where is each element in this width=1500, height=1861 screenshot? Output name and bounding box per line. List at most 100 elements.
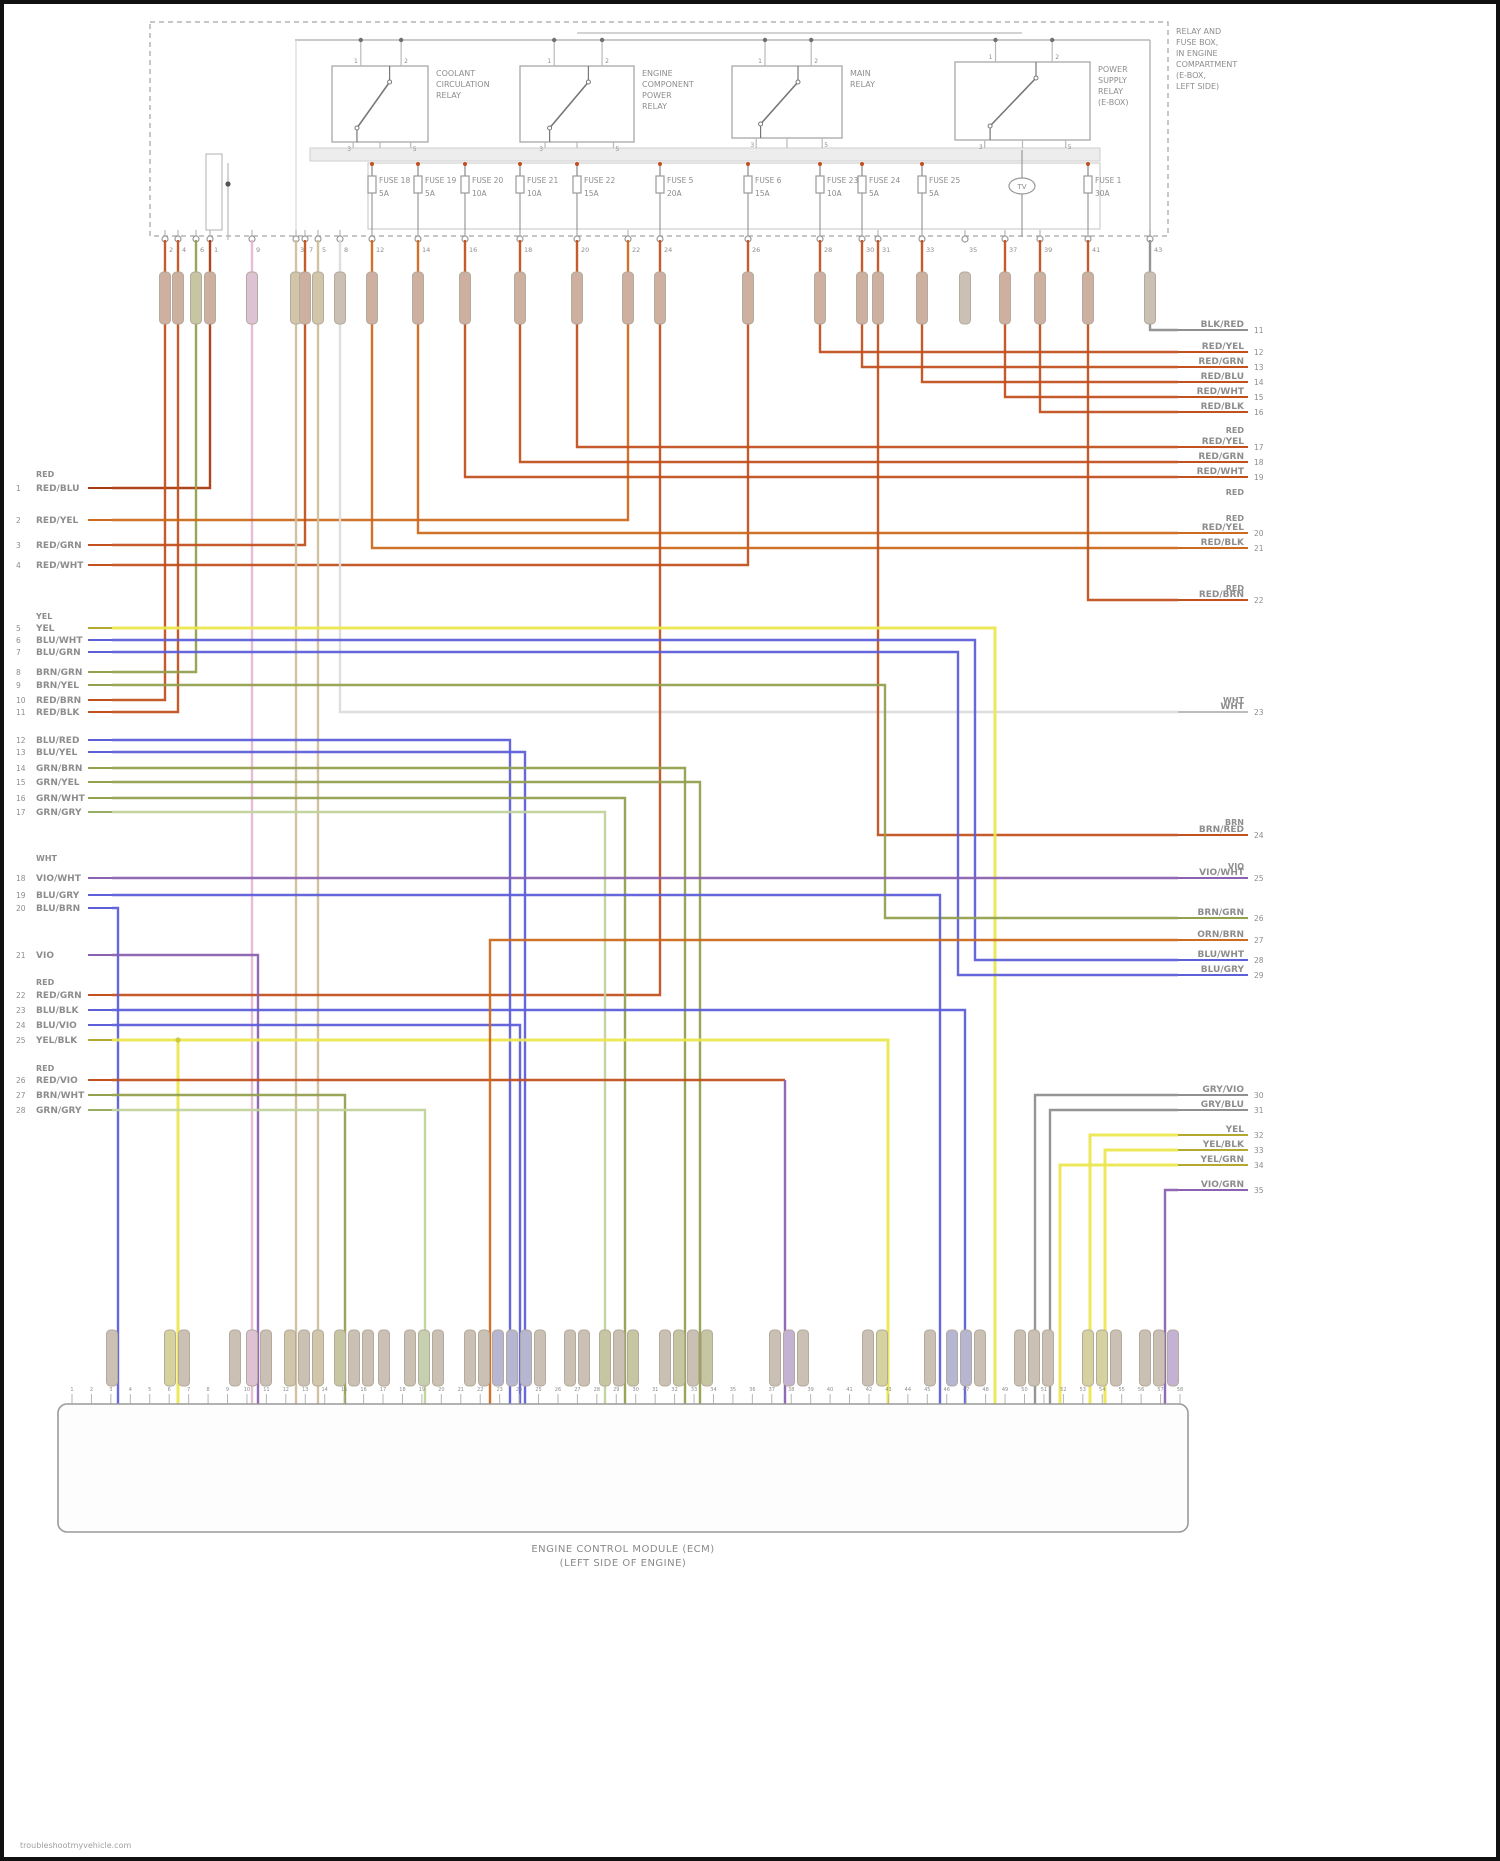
fuse-bus-band: [309, 147, 1101, 162]
right-pin-number: 19: [1254, 473, 1264, 482]
left-pin-number: 5: [16, 624, 21, 633]
ecm-pin-number: 16: [360, 1387, 366, 1393]
connector-pin-number: 20: [581, 246, 589, 254]
ecm-pin-number: 6: [168, 1387, 171, 1393]
ecm-pin-number: 51: [1041, 1387, 1047, 1393]
relay-label-line: RELAY: [1098, 87, 1123, 96]
fuse-feed-dot: [818, 162, 822, 166]
ecm-pin-number: 10: [244, 1387, 250, 1393]
right-pin-number: 27: [1254, 936, 1264, 945]
wire-code-box: [769, 1329, 781, 1387]
wire-code-box: [260, 1329, 272, 1387]
fuse-name: FUSE 23: [827, 176, 858, 185]
right-wire-code: RED/YEL: [1202, 523, 1245, 533]
wire-code-box: [312, 271, 324, 325]
right-wire-code: GRY/VIO: [1202, 1085, 1244, 1095]
wire: [112, 796, 627, 1404]
left-wire-code: GRN/YEL: [36, 778, 80, 788]
wire: [112, 650, 1178, 977]
right-group-heading: BRN: [1225, 818, 1244, 827]
left-group-heading: RED: [36, 978, 55, 987]
wire-code-box: [1034, 271, 1046, 325]
wire-code-box: [159, 271, 171, 325]
junction-dot: [175, 1037, 181, 1043]
wire-code-box: [862, 1329, 874, 1387]
right-pin-number: 29: [1254, 971, 1264, 980]
wire-code-box: [464, 1329, 476, 1387]
wire-code-box: [564, 1329, 576, 1387]
fuse-amps: 5A: [929, 189, 940, 198]
fuse-name: FUSE 25: [929, 176, 960, 185]
relay-contact: [758, 121, 764, 127]
ecm-pin-number: 15: [341, 1387, 347, 1393]
connector-terminal: [961, 235, 969, 243]
left-wire-code: BLU/RED: [36, 736, 79, 746]
connector-pin-number: 24: [664, 246, 672, 254]
ecm-pin-number: 8: [206, 1387, 209, 1393]
fuse-feed-dot: [575, 162, 579, 166]
relay-label-line: COOLANT: [436, 69, 475, 78]
corner-note-line: IN ENGINE: [1176, 49, 1218, 58]
left-wire-code: GRN/GRY: [36, 1106, 82, 1116]
right-pin-number: 15: [1254, 393, 1264, 402]
relay-switch-arm: [549, 81, 590, 129]
fuse-amps: 15A: [584, 189, 600, 198]
wire-code-box: [459, 271, 471, 325]
relay-label-line: RELAY: [850, 80, 875, 89]
fuse-name: FUSE 24: [869, 176, 900, 185]
left-pin-number: 21: [16, 951, 26, 960]
wire-code-box: [520, 1329, 532, 1387]
wire-code-box: [872, 271, 884, 325]
wire: [112, 953, 260, 1404]
ecm-pin-number: 34: [710, 1387, 716, 1393]
ecm-pin-number: 40: [827, 1387, 833, 1393]
wire-code-box: [974, 1329, 986, 1387]
connector-pin-number: 30: [866, 246, 874, 254]
right-pin-number: 18: [1254, 458, 1264, 467]
right-wire-code: YEL: [1225, 1125, 1245, 1135]
left-pin-number: 15: [16, 778, 26, 787]
ecm-pin-number: 52: [1060, 1387, 1066, 1393]
ecm-pin-number: 1: [70, 1387, 73, 1393]
diagram-title-line1: ENGINE CONTROL MODULE (ECM): [531, 1544, 714, 1555]
wire: [1086, 240, 1178, 602]
junction-dot: [599, 37, 605, 43]
right-wire-code: RED/BRN: [1199, 590, 1244, 600]
left-wire-code: BRN/WHT: [36, 1091, 85, 1101]
right-group-heading: RED: [1226, 488, 1245, 497]
wire-code-box: [1153, 1329, 1165, 1387]
wire: [112, 1093, 347, 1404]
connector-pin-number: 14: [422, 246, 430, 254]
connector-pin-number: 22: [632, 246, 640, 254]
relay-pin-number: 3: [979, 144, 983, 151]
fuse-feed-dot: [746, 162, 750, 166]
left-pin-number: 14: [16, 764, 26, 773]
fuse-symbol: [743, 175, 753, 194]
left-wire-code: GRN/BRN: [36, 764, 82, 774]
left-wire-code: RED/VIO: [36, 1076, 78, 1086]
right-wire-code: BLK/RED: [1201, 320, 1244, 330]
right-pin-number: 34: [1254, 1161, 1264, 1170]
ecm-pin-number: 50: [1021, 1387, 1027, 1393]
left-pin-number: 24: [16, 1021, 26, 1030]
relay-contact: [1033, 75, 1039, 81]
wire-code-box: [1144, 271, 1156, 325]
ecm-pin-number: 11: [263, 1387, 269, 1393]
wire: [112, 240, 662, 997]
fuse-symbol: [515, 175, 525, 194]
right-pin-number: 28: [1254, 956, 1264, 965]
fuse-name: FUSE 1: [1095, 176, 1122, 185]
fuse-symbol: [413, 175, 423, 194]
ecm-pin-number: 55: [1118, 1387, 1124, 1393]
right-pin-number: 11: [1254, 326, 1264, 335]
relay-pin-number: 3: [347, 146, 351, 153]
splice-label: TV: [1016, 183, 1026, 191]
wire-code-box: [478, 1329, 490, 1387]
left-wire-code: RED/BLU: [36, 484, 79, 494]
corner-note-line: COMPARTMENT: [1176, 60, 1237, 69]
left-pin-number: 23: [16, 1006, 26, 1015]
wire: [1103, 1148, 1178, 1404]
fuse-amps: 10A: [527, 189, 543, 198]
left-pin-number: 16: [16, 794, 26, 803]
